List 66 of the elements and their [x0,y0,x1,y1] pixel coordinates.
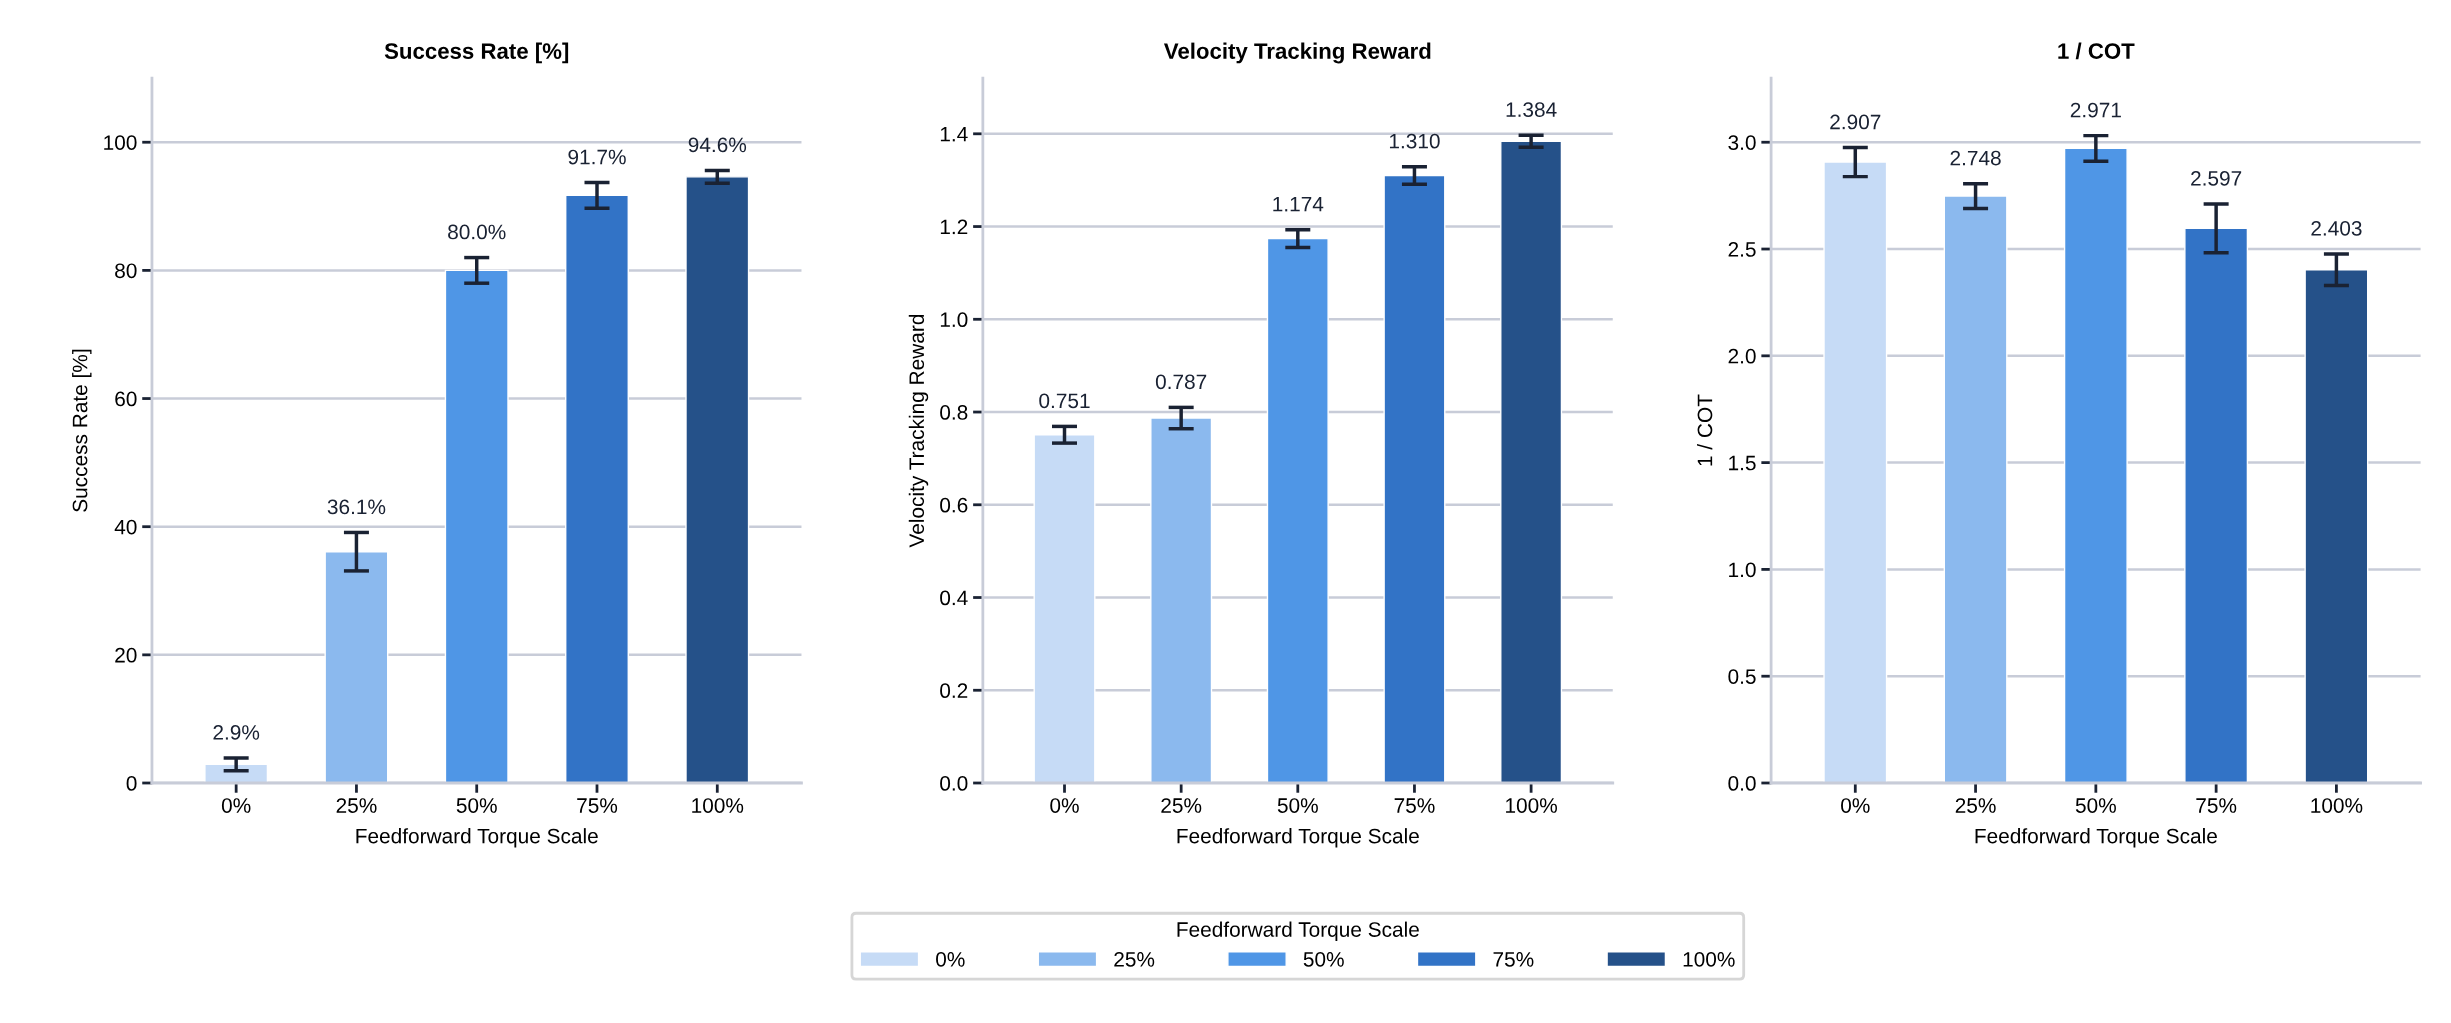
y-tick-label: 2.5 [1728,242,1756,257]
y-tick-label: 0.8 [940,405,968,420]
x-tick-label: 25% [1955,798,1996,813]
x-tick-label: 100% [2311,798,2363,813]
legend-label: 25% [1114,951,1155,967]
chart-title: 1 / COT [2058,42,2135,60]
y-axis-title: 1 / COT [1697,394,1713,466]
legend-label: 100% [1683,951,1735,967]
y-tick-label: 0.6 [940,497,968,513]
data-label: 2.403 [2311,220,2362,236]
data-label: 36.1% [327,499,386,515]
chart-title: Success Rate [%] [384,42,569,64]
x-axis-title: Feedforward Torque Scale [356,828,598,848]
x-tick-label: 25% [1161,798,1202,813]
y-tick-label: 40 [114,519,137,535]
data-label: 2.748 [1950,150,2001,166]
x-tick-label: 0% [1841,798,1870,813]
y-tick-label: 1.4 [940,127,968,142]
data-label: 94.6% [688,137,747,153]
y-tick-label: 1.0 [1729,562,1756,578]
y-tick-label: 60 [115,391,137,407]
y-tick-label: 3.0 [1728,135,1756,150]
data-label: 2.597 [2191,170,2242,186]
y-tick-label: 0.5 [1728,669,1756,684]
legend-label: 75% [1493,952,1534,967]
x-tick-label: 50% [1277,798,1318,813]
y-tick-label: 1.5 [1729,455,1756,471]
legend-label: 50% [1303,951,1344,967]
data-label: 2.971 [2070,102,2121,118]
x-axis-title: Feedforward Torque Scale [1975,828,2217,848]
x-tick-label: 50% [456,798,497,813]
legend-label: 0% [936,951,965,967]
x-tick-label: 100% [1506,798,1558,813]
y-tick-label: 1.0 [940,312,968,328]
data-label: 80.0% [448,224,506,240]
y-tick-label: 0.0 [1728,776,1756,791]
y-tick-label: 2.0 [1728,348,1756,364]
x-tick-label: 25% [336,798,377,813]
chart-title: Velocity Tracking Reward [1163,42,1431,64]
data-label: 2.907 [1830,114,1881,130]
data-label: 1.310 [1389,133,1440,149]
data-label: 0.787 [1155,374,1207,390]
x-tick-label: 75% [2196,798,2237,813]
y-tick-label: 1.2 [940,219,968,235]
y-axis-title: Success Rate [%] [72,349,92,512]
data-label: 1.174 [1273,197,1324,212]
y-tick-label: 0 [126,776,137,791]
legend-title: Feedforward Torque Scale [1177,921,1419,941]
y-tick-label: 0.2 [940,683,968,699]
data-label: 0.751 [1039,393,1090,409]
y-tick-label: 0.0 [940,776,968,791]
x-tick-label: 100% [692,798,744,813]
x-tick-label: 75% [577,798,618,813]
data-label: 2.9% [213,725,260,740]
data-label: 91.7% [568,149,626,165]
data-label: 1.384 [1506,102,1557,117]
x-tick-label: 0% [1050,798,1079,813]
x-axis-title: Feedforward Torque Scale [1177,828,1419,848]
x-tick-label: 75% [1394,798,1435,813]
x-tick-label: 0% [221,798,251,813]
y-tick-label: 0.4 [940,590,968,606]
y-tick-label: 100 [104,135,137,150]
y-tick-label: 80 [115,263,137,279]
y-tick-label: 20 [115,647,137,663]
x-tick-label: 50% [2075,798,2116,813]
y-axis-title: Velocity Tracking Reward [908,314,929,548]
